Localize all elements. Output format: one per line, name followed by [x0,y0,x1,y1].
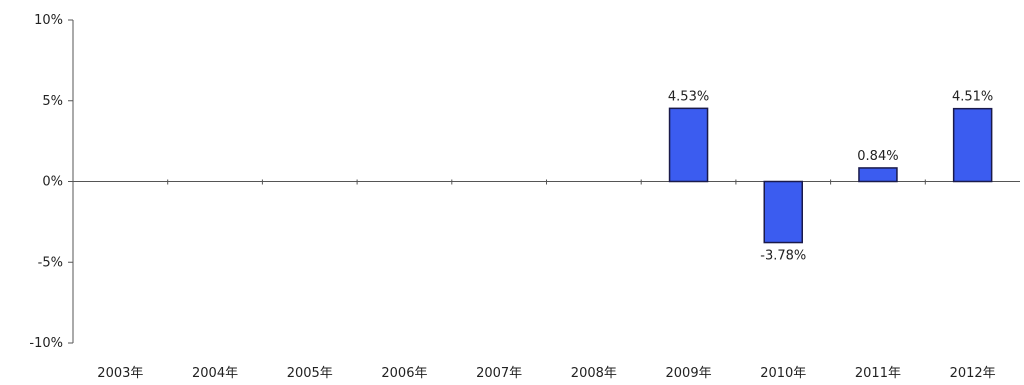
y-tick-label: 5% [42,94,63,109]
y-axis: 10% 5% 0% -5% -10% [29,13,74,351]
x-tick-label: 2007年 [476,366,522,381]
bars [668,107,993,244]
x-tick-label: 2012年 [950,366,996,381]
data-label: 4.51% [952,90,993,105]
bar-2009年 [668,107,709,183]
data-labels: 4.53% -3.78% 0.84% 4.51% [668,89,993,263]
y-tick-label: -10% [29,336,63,351]
y-tick-label: -5% [38,255,63,270]
data-label: 0.84% [857,149,898,164]
x-tick-label: 2008年 [571,366,617,381]
data-label: -3.78% [760,249,806,264]
x-tick-label: 2009年 [666,366,712,381]
x-tick-label: 2003年 [97,366,143,381]
x-tick-label: 2004年 [192,366,238,381]
bar-2010年 [763,180,803,244]
x-tick-label: 2010年 [760,366,806,381]
bar-2011年 [858,167,898,183]
bar-2012年 [952,107,993,183]
y-tick-label: 0% [42,175,63,190]
y-tick-label: 10% [34,13,63,28]
x-tick-label: 2011年 [855,366,901,381]
x-tick-labels: 2003年 2004年 2005年 2006年 2007年 2008年 2009年 2010年… [97,366,995,381]
data-label: 4.53% [668,89,709,104]
x-tick-label: 2005年 [287,366,333,381]
x-tick-label: 2006年 [381,366,427,381]
